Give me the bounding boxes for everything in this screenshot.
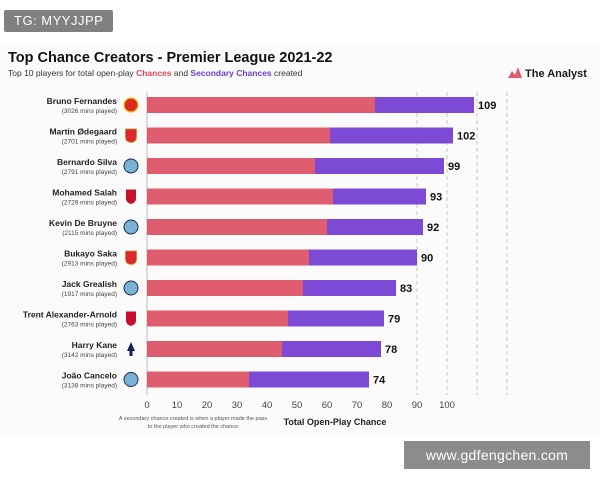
x-tick-label-80: 80 xyxy=(382,400,393,411)
player-name-8: Harry Kane xyxy=(72,340,118,350)
club-badge-icon-7 xyxy=(126,311,136,326)
bar-chances-5 xyxy=(147,249,309,266)
club-badge-icon-4 xyxy=(123,219,139,235)
website-watermark: www.gdfengchen.com xyxy=(404,441,590,469)
player-minutes-1: (2701 mins played) xyxy=(62,139,117,146)
x-axis-title: Total Open-Play Chance xyxy=(284,417,387,427)
player-name-7: Trent Alexander-Arnold xyxy=(23,310,117,320)
value-label-6: 83 xyxy=(400,283,412,295)
chart-footnote: A secondary chance created is when a pla… xyxy=(118,416,268,430)
value-label-4: 92 xyxy=(427,222,439,234)
subtitle-prefix: Top 10 players for total open-play xyxy=(8,68,137,78)
player-minutes-9: (3138 mins played) xyxy=(62,383,117,390)
subtitle-middle: and xyxy=(171,68,191,78)
chart-subtitle: Top 10 players for total open-play Chanc… xyxy=(8,68,302,78)
bar-chances-6 xyxy=(147,280,303,296)
x-tick-label-30: 30 xyxy=(232,400,243,411)
bar-chances-3 xyxy=(147,188,333,205)
x-tick-label-70: 70 xyxy=(352,400,363,411)
player-name-1: Martin Ødegaard xyxy=(49,127,117,137)
player-minutes-7: (2763 mins played) xyxy=(62,322,117,329)
x-tick-label-40: 40 xyxy=(262,400,273,411)
x-tick-label-60: 60 xyxy=(322,400,333,411)
value-label-0: 109 xyxy=(478,100,496,112)
club-badge-icon-8 xyxy=(127,342,135,356)
player-minutes-4: (2115 mins played) xyxy=(62,230,117,237)
value-label-3: 93 xyxy=(430,192,442,204)
value-label-9: 74 xyxy=(373,375,386,387)
player-name-3: Mohamed Salah xyxy=(52,188,117,198)
club-badge-icon-1 xyxy=(125,128,137,143)
player-minutes-3: (2729 mins played) xyxy=(62,200,117,207)
player-name-5: Bukayo Saka xyxy=(64,249,117,259)
player-minutes-0: (3026 mins played) xyxy=(62,108,117,115)
x-tick-label-20: 20 xyxy=(202,400,213,411)
chart-title: Top Chance Creators - Premier League 202… xyxy=(8,50,333,66)
player-name-2: Bernardo Silva xyxy=(57,157,117,167)
value-label-5: 90 xyxy=(421,253,433,265)
value-label-1: 102 xyxy=(457,131,475,143)
x-tick-label-90: 90 xyxy=(412,400,423,411)
x-tick-label-10: 10 xyxy=(172,400,183,411)
subtitle-suffix: created xyxy=(271,68,303,78)
player-minutes-2: (2791 mins played) xyxy=(62,169,117,176)
subtitle-chances: Chances xyxy=(136,68,172,78)
x-tick-label-50: 50 xyxy=(292,400,303,411)
player-minutes-5: (2913 mins played) xyxy=(62,261,117,268)
player-name-4: Kevin De Bruyne xyxy=(49,218,117,228)
bar-chances-4 xyxy=(147,219,327,235)
value-label-2: 99 xyxy=(448,161,460,173)
club-badge-icon-9 xyxy=(123,372,139,387)
x-tick-label-100: 100 xyxy=(439,400,455,411)
club-badge-icon-2 xyxy=(123,158,139,174)
analyst-logo-icon xyxy=(508,67,522,78)
club-badge-icon-3 xyxy=(126,189,136,204)
player-minutes-8: (3142 mins played) xyxy=(62,352,117,359)
analyst-logo-text: The Analyst xyxy=(525,68,587,80)
subtitle-secondary: Secondary Chances xyxy=(190,68,272,78)
x-tick-label-0: 0 xyxy=(144,400,149,411)
club-badge-icon-0 xyxy=(123,97,139,113)
watermark-tag: TG: MYYJJPP xyxy=(4,10,114,32)
player-name-9: João Cancelo xyxy=(62,371,117,381)
player-name-6: Jack Grealish xyxy=(62,279,117,289)
bar-chances-7 xyxy=(147,310,288,327)
bar-chances-2 xyxy=(147,158,315,174)
bar-chances-8 xyxy=(147,341,282,357)
value-label-8: 78 xyxy=(385,344,397,356)
bar-chances-0 xyxy=(147,97,375,113)
analyst-logo: The Analyst xyxy=(508,67,587,80)
player-minutes-6: (1917 mins played) xyxy=(62,291,117,298)
value-label-7: 79 xyxy=(388,314,400,326)
player-name-0: Bruno Fernandes xyxy=(47,96,118,106)
bar-chances-9 xyxy=(147,371,249,388)
club-badge-icon-5 xyxy=(125,250,137,265)
bar-chances-1 xyxy=(147,127,330,144)
club-badge-icon-6 xyxy=(123,280,139,296)
